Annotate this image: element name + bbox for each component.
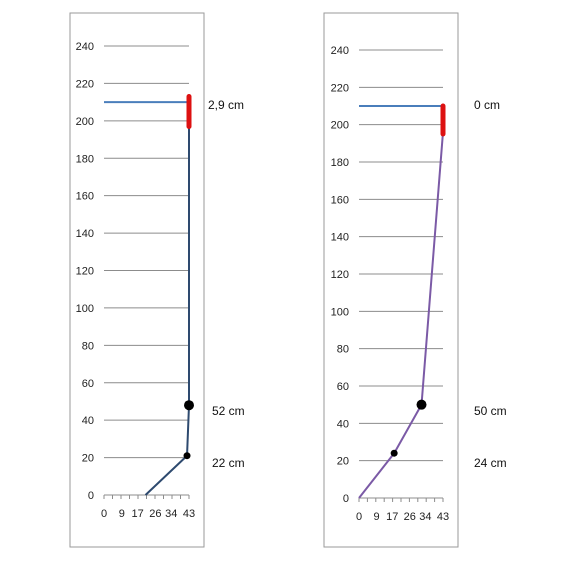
- chart-1-x-tick-label: 17: [131, 508, 143, 520]
- chart-2-y-tick-label: 0: [343, 493, 349, 505]
- chart-2-y-tick-label: 120: [331, 269, 349, 281]
- chart-2-y-tick-label: 80: [337, 344, 349, 356]
- chart-2-y-tick-label: 20: [337, 456, 349, 468]
- chart-2-series-1-line: [358, 132, 444, 499]
- chart-1-y-tick-label: 100: [76, 303, 94, 315]
- chart-2-annotation-low: 24 cm: [474, 456, 507, 470]
- chart-2-x-tick-label: 0: [356, 511, 362, 523]
- chart-1-x-tick-label: 0: [101, 508, 107, 520]
- chart-1-y-tick-label: 140: [76, 228, 94, 240]
- chart-1-x-tick-label: 43: [183, 508, 195, 520]
- chart-1-y-tick-label: 240: [76, 41, 94, 53]
- chart-2-x-tick-label: 17: [386, 511, 398, 523]
- chart-1-annotation-top: 2,9 cm: [208, 98, 244, 112]
- chart-2-x-tick-label: 26: [404, 511, 416, 523]
- chart-1-series-1-line: [144, 102, 190, 496]
- chart-1-x-tick-label: 9: [119, 508, 125, 520]
- chart-1-annotation-mid: 52 cm: [212, 404, 245, 418]
- chart-2-y-tick-label: 100: [331, 306, 349, 318]
- chart-1-y-tick-label: 160: [76, 191, 94, 203]
- chart-1-y-tick-label: 60: [82, 378, 94, 390]
- chart-1-y-tick-label: 40: [82, 415, 94, 427]
- chart-2-y-tick-label: 200: [331, 120, 349, 132]
- chart-2-y-tick-label: 180: [331, 157, 349, 169]
- chart-1-x-tick-label: 26: [149, 508, 161, 520]
- chart-2-marker-small: [390, 449, 398, 457]
- chart-2-y-tick-label: 240: [331, 45, 349, 57]
- chart-1-y-tick-label: 200: [76, 116, 94, 128]
- chart-1-marker-large: [184, 400, 194, 411]
- chart-1-x-tick-label: 34: [165, 508, 177, 520]
- chart-1-y-tick-label: 80: [82, 340, 94, 352]
- chart-1-marker-small: [183, 452, 191, 460]
- chart-1-y-tick-label: 0: [88, 490, 94, 502]
- chart-2-x-tick-label: 9: [374, 511, 380, 523]
- chart-2-y-tick-label: 160: [331, 194, 349, 206]
- chart-2-annotation-mid: 50 cm: [474, 404, 507, 418]
- chart-2-annotation-top: 0 cm: [474, 98, 500, 112]
- chart-1-y-tick-label: 180: [76, 153, 94, 165]
- chart-1-frame: [69, 12, 205, 548]
- chart-1-y-tick-label: 20: [82, 453, 94, 465]
- chart-2-y-tick-label: 220: [331, 82, 349, 94]
- chart-2-x-tick-label: 43: [437, 511, 449, 523]
- chart-1-annotation-low: 22 cm: [212, 456, 245, 470]
- chart-1-y-tick-label: 220: [76, 78, 94, 90]
- chart-1-y-tick-label: 120: [76, 266, 94, 278]
- chart-2-x-tick-label: 34: [419, 511, 431, 523]
- chart-2-y-tick-label: 40: [337, 418, 349, 430]
- chart-2-marker-large: [416, 399, 427, 410]
- chart-2-y-tick-label: 60: [337, 381, 349, 393]
- chart-2-y-tick-label: 140: [331, 232, 349, 244]
